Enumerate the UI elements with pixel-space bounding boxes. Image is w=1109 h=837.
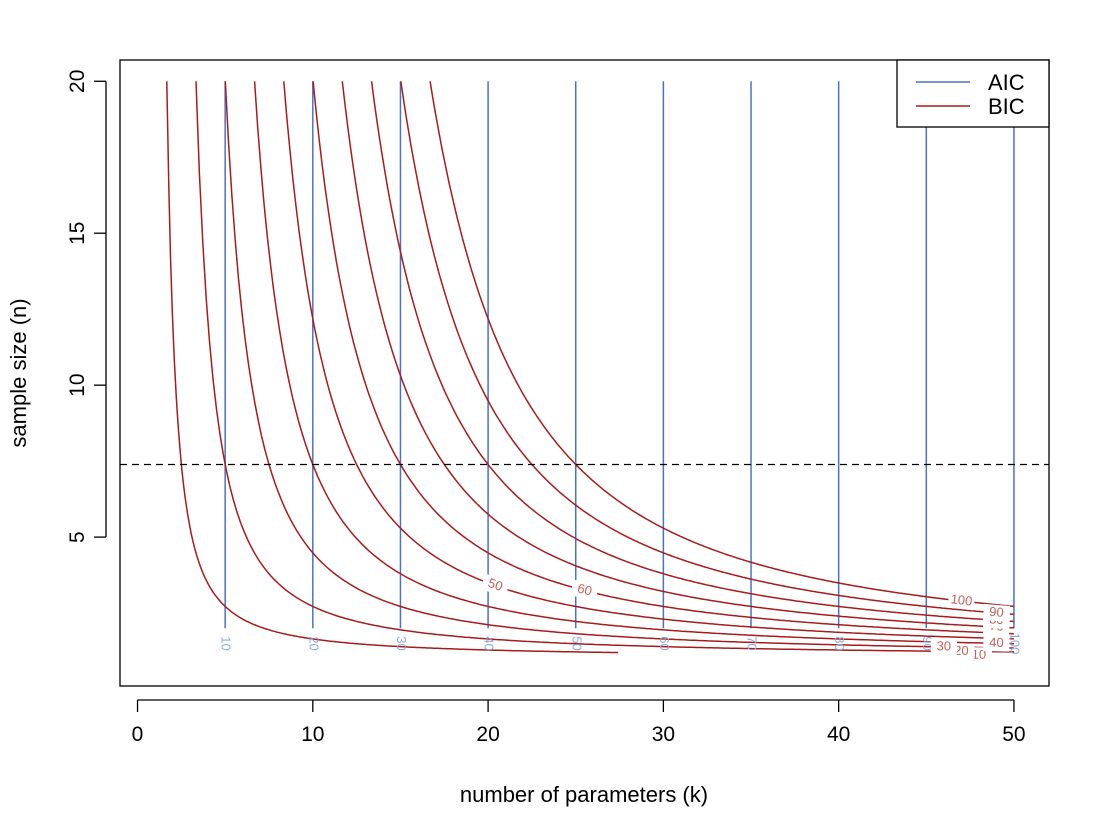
aic-lines: [224, 81, 1015, 629]
bic-contour-label: 100: [950, 591, 973, 608]
bic-label-mask: [947, 591, 976, 611]
y-tick-label: 10: [66, 373, 89, 396]
aic-contour-label: 80: [832, 636, 847, 650]
bic-contour-curve: [195, 81, 1014, 653]
x-axis: 0 10 20 30 40 50: [132, 699, 1026, 746]
bic-curves: [166, 81, 1014, 654]
bic-contour-curve: [224, 81, 1014, 649]
legend-box: [896, 59, 1050, 128]
plot-area-frame: [119, 59, 1050, 687]
bic-label-mask: [983, 635, 1010, 652]
y-tick-label: 5: [66, 531, 89, 543]
x-tick-label: 30: [652, 723, 675, 746]
legend: AIC BIC: [896, 59, 1050, 128]
x-tick-label: 20: [476, 723, 499, 746]
bic-contour-curve: [253, 81, 1014, 645]
bic-contour-label: 60: [576, 580, 594, 598]
contour-labels: 1020304050607080901001020304050607080901…: [219, 573, 1023, 664]
bic-contour-curve: [370, 81, 1014, 623]
x-tick-label: 50: [1002, 723, 1025, 746]
y-axis-title: sample size (n): [6, 298, 31, 447]
aic-contour-label: 100: [1008, 633, 1023, 655]
aic-contour-label: 10: [219, 636, 234, 650]
bic-contour-curve: [166, 81, 619, 654]
bic-label-mask: [569, 579, 600, 602]
y-axis: 5 10 15 20: [66, 70, 107, 543]
bic-contour-curve: [400, 81, 1014, 616]
bic-contour-curve: [312, 81, 1014, 635]
x-tick-label: 10: [301, 723, 324, 746]
bic-contour-label: 50: [486, 575, 505, 594]
bic-contour-label: 30: [936, 638, 951, 653]
bic-contour-label: 40: [989, 635, 1004, 650]
bic-label-mask: [982, 603, 1011, 622]
bic-contour-curve: [341, 81, 1014, 629]
bic-contour-curve: [429, 81, 1014, 608]
legend-label-bic: BIC: [988, 94, 1025, 119]
bic-contour-curve: [283, 81, 1014, 640]
bic-contour-label: 10: [972, 647, 987, 662]
bic-label-mask: [930, 638, 957, 656]
bic-contour-label: 90: [989, 604, 1005, 620]
bic-label-mask: [480, 573, 511, 598]
x-axis-title: number of parameters (k): [460, 782, 708, 807]
aic-contour-label: 30: [394, 636, 409, 650]
aic-contour-label: 20: [306, 636, 321, 650]
aic-contour-label: 60: [657, 636, 672, 650]
bic-contour-label: 20: [954, 643, 969, 658]
legend-label-aic: AIC: [988, 70, 1025, 95]
aic-contour-label: 70: [745, 636, 760, 650]
y-tick-label: 15: [66, 222, 89, 245]
aic-contour-label: 50: [569, 636, 584, 650]
x-tick-label: 40: [827, 723, 850, 746]
x-tick-label: 0: [132, 723, 144, 746]
y-tick-label: 20: [66, 70, 89, 93]
aic-contour-label: 40: [482, 636, 497, 650]
